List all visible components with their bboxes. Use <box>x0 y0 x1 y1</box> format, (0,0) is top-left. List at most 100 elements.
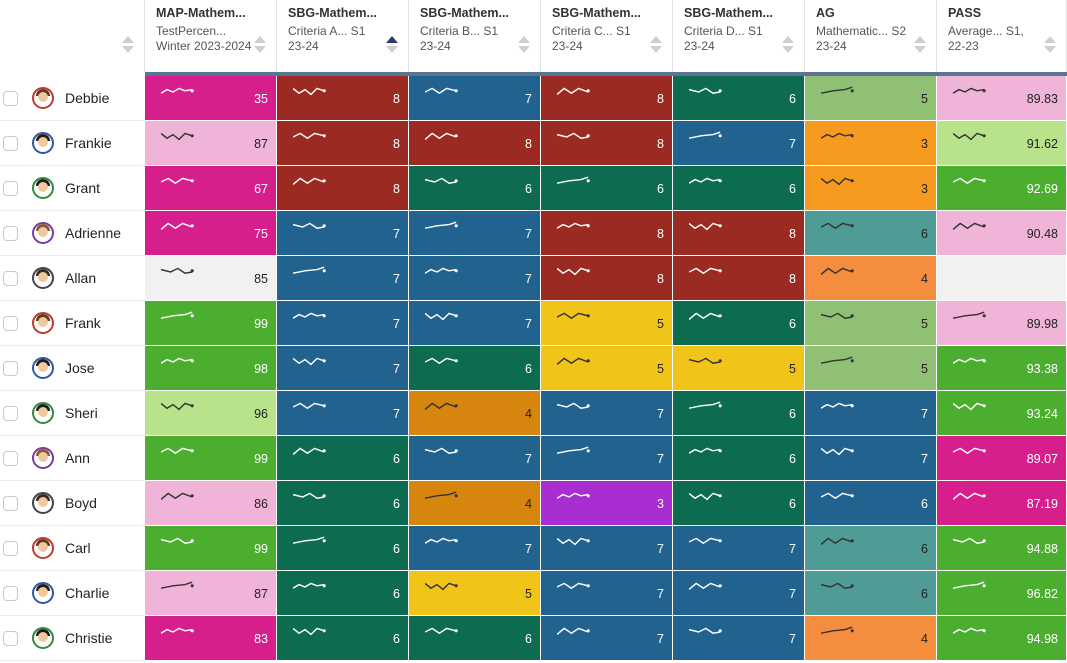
score-cell[interactable]: 75 <box>145 211 277 256</box>
row-checkbox[interactable] <box>3 586 18 601</box>
table-row[interactable]: Ann 99 6 7 7 6 7 89.07 <box>0 436 1067 481</box>
score-cell[interactable]: 90.48 <box>937 211 1067 256</box>
score-cell[interactable]: 4 <box>409 391 541 436</box>
score-cell[interactable]: 5 <box>541 346 673 391</box>
score-cell[interactable]: 6 <box>805 571 937 616</box>
score-cell[interactable]: 6 <box>541 166 673 211</box>
score-cell[interactable]: 7 <box>277 256 409 301</box>
score-cell[interactable]: 7 <box>673 616 805 661</box>
row-checkbox[interactable] <box>3 451 18 466</box>
student-name[interactable]: Charlie <box>65 585 110 601</box>
score-cell[interactable]: 7 <box>541 616 673 661</box>
score-cell[interactable]: 99 <box>145 436 277 481</box>
score-cell[interactable]: 7 <box>673 526 805 571</box>
score-cell[interactable]: 96 <box>145 391 277 436</box>
student-name[interactable]: Carl <box>65 540 91 556</box>
score-cell[interactable]: 8 <box>673 256 805 301</box>
score-cell[interactable]: 6 <box>277 526 409 571</box>
row-checkbox[interactable] <box>3 91 18 106</box>
table-row[interactable]: Sheri 96 7 4 7 6 7 93.24 <box>0 391 1067 436</box>
score-cell[interactable]: 6 <box>277 436 409 481</box>
score-cell[interactable]: 8 <box>409 121 541 166</box>
row-checkbox[interactable] <box>3 361 18 376</box>
score-cell[interactable]: 89.07 <box>937 436 1067 481</box>
table-row[interactable]: Allan 85 7 7 8 8 4 <box>0 256 1067 301</box>
score-cell[interactable]: 7 <box>409 301 541 346</box>
score-cell[interactable]: 4 <box>805 256 937 301</box>
row-checkbox[interactable] <box>3 631 18 646</box>
row-checkbox[interactable] <box>3 271 18 286</box>
column-header-2[interactable]: SBG-Mathem... Criteria A... S1 23-24 <box>277 0 409 72</box>
score-cell[interactable]: 7 <box>673 571 805 616</box>
row-checkbox[interactable] <box>3 136 18 151</box>
table-row[interactable]: Grant 67 8 6 6 6 3 92.69 <box>0 166 1067 211</box>
sort-icon[interactable] <box>782 36 794 56</box>
score-cell[interactable]: 6 <box>673 301 805 346</box>
score-cell[interactable]: 5 <box>409 571 541 616</box>
score-cell[interactable]: 92.69 <box>937 166 1067 211</box>
score-cell[interactable]: 7 <box>541 391 673 436</box>
score-cell[interactable]: 67 <box>145 166 277 211</box>
student-name[interactable]: Debbie <box>65 90 110 106</box>
score-cell[interactable]: 5 <box>673 346 805 391</box>
score-cell[interactable]: 6 <box>805 211 937 256</box>
sort-icon[interactable] <box>254 36 266 56</box>
score-cell[interactable]: 6 <box>673 481 805 526</box>
score-cell[interactable]: 35 <box>145 76 277 121</box>
score-cell[interactable]: 3 <box>805 166 937 211</box>
score-cell[interactable]: 7 <box>409 76 541 121</box>
score-cell[interactable]: 8 <box>673 211 805 256</box>
score-cell[interactable]: 94.98 <box>937 616 1067 661</box>
score-cell[interactable]: 7 <box>409 211 541 256</box>
score-cell[interactable]: 7 <box>673 121 805 166</box>
student-name[interactable]: Boyd <box>65 495 97 511</box>
score-cell[interactable]: 6 <box>409 616 541 661</box>
student-name[interactable]: Frank <box>65 315 101 331</box>
score-cell[interactable]: 5 <box>805 346 937 391</box>
sort-icon[interactable] <box>386 36 398 56</box>
score-cell[interactable]: 8 <box>541 256 673 301</box>
student-name[interactable]: Sheri <box>65 405 98 421</box>
score-cell[interactable]: 8 <box>541 211 673 256</box>
score-cell[interactable]: 83 <box>145 616 277 661</box>
score-cell[interactable]: 89.98 <box>937 301 1067 346</box>
score-cell[interactable]: 3 <box>805 121 937 166</box>
table-row[interactable]: Frankie 87 8 8 8 7 3 91.62 <box>0 121 1067 166</box>
score-cell[interactable]: 6 <box>277 571 409 616</box>
student-name[interactable]: Grant <box>65 180 101 196</box>
score-cell[interactable]: 7 <box>277 346 409 391</box>
row-checkbox[interactable] <box>3 226 18 241</box>
table-row[interactable]: Adrienne 75 7 7 8 8 6 90.48 <box>0 211 1067 256</box>
score-cell[interactable]: 87.19 <box>937 481 1067 526</box>
score-cell[interactable]: 8 <box>277 76 409 121</box>
score-cell[interactable]: 7 <box>805 436 937 481</box>
score-cell[interactable]: 7 <box>277 301 409 346</box>
score-cell[interactable]: 7 <box>409 526 541 571</box>
score-cell[interactable]: 6 <box>805 526 937 571</box>
score-cell[interactable]: 6 <box>409 166 541 211</box>
score-cell[interactable]: 6 <box>673 436 805 481</box>
row-checkbox[interactable] <box>3 406 18 421</box>
score-cell[interactable]: 4 <box>409 481 541 526</box>
column-header-5[interactable]: SBG-Mathem... Criteria D... S1 23-24 <box>673 0 805 72</box>
score-cell[interactable]: 8 <box>277 121 409 166</box>
score-cell[interactable]: 96.82 <box>937 571 1067 616</box>
student-name[interactable]: Adrienne <box>65 225 122 241</box>
student-name[interactable]: Allan <box>65 270 97 286</box>
score-cell[interactable]: 93.24 <box>937 391 1067 436</box>
score-cell[interactable]: 87 <box>145 121 277 166</box>
score-cell[interactable]: 8 <box>541 121 673 166</box>
name-column-header[interactable] <box>0 0 145 72</box>
score-cell[interactable]: 93.38 <box>937 346 1067 391</box>
column-header-3[interactable]: SBG-Mathem... Criteria B... S1 23-24 <box>409 0 541 72</box>
sort-icon[interactable] <box>650 36 662 56</box>
column-header-1[interactable]: MAP-Mathem... TestPercen... Winter 2023-2… <box>145 0 277 72</box>
score-cell[interactable]: 87 <box>145 571 277 616</box>
score-cell[interactable]: 7 <box>277 211 409 256</box>
score-cell[interactable]: 6 <box>673 391 805 436</box>
sort-icon[interactable] <box>122 36 134 56</box>
score-cell[interactable]: 7 <box>541 436 673 481</box>
sort-icon[interactable] <box>518 36 530 56</box>
score-cell[interactable]: 7 <box>409 436 541 481</box>
table-row[interactable]: Boyd 86 6 4 3 6 6 87.19 <box>0 481 1067 526</box>
